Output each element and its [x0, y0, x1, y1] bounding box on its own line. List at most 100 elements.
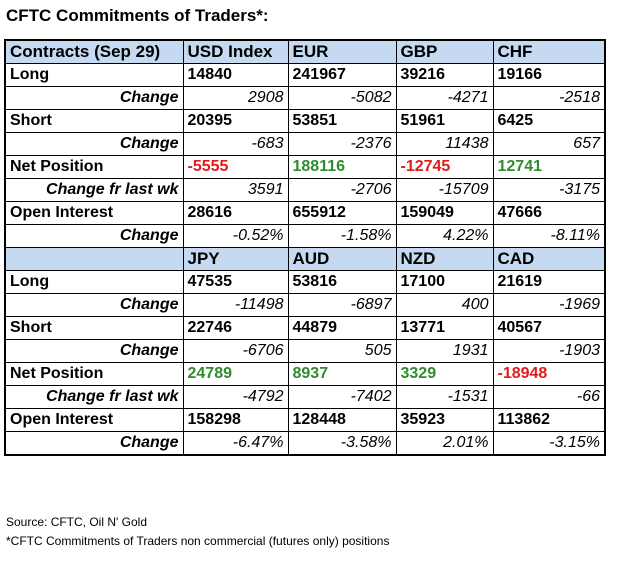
- table-row: Change fr last wk -4792 -7402 -1531 -66: [4, 385, 606, 409]
- value-cell: 8937: [287, 362, 397, 386]
- value-cell: 13771: [395, 316, 494, 340]
- value-cell: -1903: [492, 339, 606, 363]
- table-row: Open Interest 28616 655912 159049 47666: [4, 201, 606, 225]
- value-cell: 47666: [492, 201, 606, 225]
- value-cell: 53851: [287, 109, 397, 133]
- table-row: Long 47535 53816 17100 21619: [4, 270, 606, 294]
- value-cell: 159049: [395, 201, 494, 225]
- currency-header-cell: JPY: [182, 247, 289, 271]
- header-label-cell: Contracts (Sep 29): [4, 39, 184, 64]
- table-row: Change -683 -2376 11438 657: [4, 132, 606, 156]
- value-cell: 14840: [182, 63, 289, 87]
- value-cell: 6425: [492, 109, 606, 133]
- table-row: Change fr last wk 3591 -2706 -15709 -3175: [4, 178, 606, 202]
- table-row: Change -0.52% -1.58% 4.22% -8.11%: [4, 224, 606, 248]
- value-cell: 12741: [492, 155, 606, 179]
- page-title: CFTC Commitments of Traders*:: [6, 6, 269, 25]
- row-label: Change fr last wk: [4, 385, 184, 409]
- currency-header-cell: EUR: [287, 39, 397, 64]
- value-cell: -3.58%: [287, 431, 397, 456]
- value-cell: 22746: [182, 316, 289, 340]
- value-cell: -6897: [287, 293, 397, 317]
- table-row: Open Interest 158298 128448 35923 113862: [4, 408, 606, 432]
- value-cell: -683: [182, 132, 289, 156]
- value-cell: 4.22%: [395, 224, 494, 248]
- currency-header-cell: GBP: [395, 39, 494, 64]
- table-row: Change -11498 -6897 400 -1969: [4, 293, 606, 317]
- row-label: Long: [4, 270, 184, 294]
- value-cell: -2706: [287, 178, 397, 202]
- value-cell: 158298: [182, 408, 289, 432]
- value-cell: 44879: [287, 316, 397, 340]
- value-cell: -5555: [182, 155, 289, 179]
- value-cell: 39216: [395, 63, 494, 87]
- table-row: Change -6706 505 1931 -1903: [4, 339, 606, 363]
- value-cell: -12745: [395, 155, 494, 179]
- value-cell: 2908: [182, 86, 289, 110]
- value-cell: -15709: [395, 178, 494, 202]
- row-label: Change: [4, 224, 184, 248]
- value-cell: -7402: [287, 385, 397, 409]
- table-row: Change 2908 -5082 -4271 -2518: [4, 86, 606, 110]
- row-label: Net Position: [4, 362, 184, 386]
- value-cell: 51961: [395, 109, 494, 133]
- currency-header-cell: AUD: [287, 247, 397, 271]
- value-cell: 657: [492, 132, 606, 156]
- header-label-cell: [4, 247, 184, 271]
- value-cell: -18948: [492, 362, 606, 386]
- value-cell: -0.52%: [182, 224, 289, 248]
- value-cell: -1.58%: [287, 224, 397, 248]
- value-cell: 400: [395, 293, 494, 317]
- value-cell: 35923: [395, 408, 494, 432]
- value-cell: 28616: [182, 201, 289, 225]
- value-cell: 40567: [492, 316, 606, 340]
- value-cell: 20395: [182, 109, 289, 133]
- value-cell: -2376: [287, 132, 397, 156]
- row-label: Short: [4, 316, 184, 340]
- table-row: Change -6.47% -3.58% 2.01% -3.15%: [4, 431, 606, 456]
- value-cell: 3329: [395, 362, 494, 386]
- row-label: Change: [4, 293, 184, 317]
- value-cell: 11438: [395, 132, 494, 156]
- table-row: Long 14840 241967 39216 19166: [4, 63, 606, 87]
- value-cell: -2518: [492, 86, 606, 110]
- table-row: Net Position -5555 188116 -12745 12741: [4, 155, 606, 179]
- value-cell: 17100: [395, 270, 494, 294]
- row-label: Long: [4, 63, 184, 87]
- value-cell: 21619: [492, 270, 606, 294]
- footnote: *CFTC Commitments of Traders non commerc…: [6, 534, 390, 548]
- value-cell: -4271: [395, 86, 494, 110]
- row-label: Net Position: [4, 155, 184, 179]
- source-note: Source: CFTC, Oil N' Gold: [6, 515, 147, 529]
- value-cell: -8.11%: [492, 224, 606, 248]
- table-row: Short 20395 53851 51961 6425: [4, 109, 606, 133]
- currency-header-cell: CHF: [492, 39, 606, 64]
- value-cell: -6706: [182, 339, 289, 363]
- value-cell: 241967: [287, 63, 397, 87]
- value-cell: 655912: [287, 201, 397, 225]
- header-row: JPY AUD NZD CAD: [4, 247, 606, 271]
- value-cell: -4792: [182, 385, 289, 409]
- value-cell: 3591: [182, 178, 289, 202]
- value-cell: -11498: [182, 293, 289, 317]
- value-cell: 505: [287, 339, 397, 363]
- value-cell: 188116: [287, 155, 397, 179]
- value-cell: -5082: [287, 86, 397, 110]
- row-label: Open Interest: [4, 201, 184, 225]
- value-cell: 128448: [287, 408, 397, 432]
- header-row: Contracts (Sep 29) USD Index EUR GBP CHF: [4, 39, 606, 64]
- value-cell: 47535: [182, 270, 289, 294]
- value-cell: -1531: [395, 385, 494, 409]
- value-cell: -3.15%: [492, 431, 606, 456]
- row-label: Open Interest: [4, 408, 184, 432]
- value-cell: -66: [492, 385, 606, 409]
- value-cell: 53816: [287, 270, 397, 294]
- currency-header-cell: CAD: [492, 247, 606, 271]
- value-cell: -3175: [492, 178, 606, 202]
- row-label: Change fr last wk: [4, 178, 184, 202]
- row-label: Change: [4, 431, 184, 456]
- cot-table: Contracts (Sep 29) USD Index EUR GBP CHF Long…: [4, 39, 606, 456]
- row-label: Change: [4, 86, 184, 110]
- row-label: Change: [4, 339, 184, 363]
- currency-header-cell: USD Index: [182, 39, 289, 64]
